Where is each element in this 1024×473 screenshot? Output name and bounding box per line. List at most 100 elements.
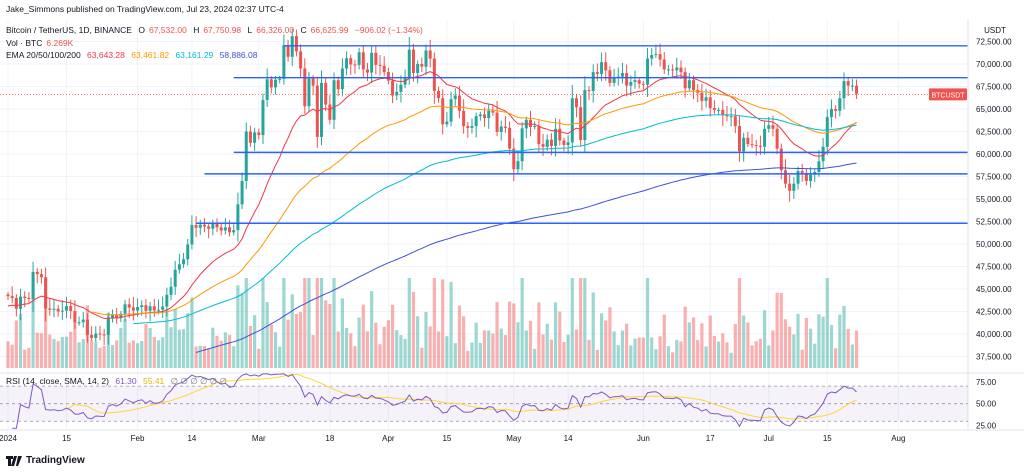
candle-body (395, 91, 399, 96)
candle-body (620, 73, 624, 77)
rsi-tick-label: 50.00 (976, 400, 997, 409)
volume-bar (783, 319, 788, 368)
candle-body (102, 334, 106, 336)
candle-body (39, 274, 43, 278)
volume-bar (436, 331, 441, 368)
candle-body (349, 58, 353, 65)
volume-bar (73, 321, 77, 368)
price-tick-label: 42,500.00 (976, 308, 1012, 317)
candle-body (829, 109, 833, 118)
volume-bar (854, 330, 859, 368)
volume-bar (625, 323, 629, 368)
volume-bar (842, 305, 846, 368)
ohlc-open: O 67,532.00 (138, 25, 187, 35)
price-tick-label: 62,500.00 (976, 128, 1012, 137)
candle-body (516, 161, 520, 170)
candle-body (228, 227, 232, 233)
tradingview-footer[interactable]: TradingView (6, 455, 85, 466)
volume-bar (202, 345, 207, 368)
volume-bar (315, 278, 319, 368)
volume-bar (39, 333, 44, 368)
volume-bar (64, 336, 69, 368)
time-tick-label: 15 (823, 434, 832, 443)
candle-body (788, 183, 792, 191)
price-axis-bg (968, 0, 1024, 455)
volume-bar (558, 311, 562, 368)
price-tick-label: 40,000.00 (976, 330, 1012, 339)
candle-body (441, 98, 445, 125)
volume-bar (198, 345, 202, 368)
volume-bar (207, 348, 211, 368)
candle-body (115, 314, 119, 318)
ohlc-change: −906.02 (−1.34%) (354, 25, 423, 35)
volume-bar (453, 343, 457, 368)
tradingview-logo-icon (6, 455, 22, 466)
volume-bar (253, 315, 257, 368)
candle-body (6, 294, 10, 297)
volume-bar (294, 314, 299, 368)
candle-body (842, 81, 846, 99)
candle-body (407, 49, 411, 79)
volume-bar (31, 278, 35, 368)
volume-bar (10, 344, 14, 368)
volume-bar (599, 313, 604, 368)
candle-body (169, 286, 173, 295)
volume-bar (240, 293, 244, 368)
candle-body (311, 78, 315, 86)
candle-body (637, 80, 641, 84)
volume-bar (825, 278, 829, 368)
price-axis[interactable]: USDT 72,500.00 70,000.00 67,500.00 65,000.00… (967, 0, 1024, 455)
volume-bar (671, 352, 675, 368)
price-tick-label: 72,500.00 (976, 38, 1012, 47)
price-tick-label: 37,500.00 (976, 353, 1012, 362)
candle-body (566, 142, 570, 145)
volume-bar (767, 345, 771, 368)
time-tick-label: Aug (891, 434, 905, 443)
volume-bar (44, 278, 48, 368)
symbol-tag-label: BTCUSDT (931, 92, 965, 99)
candle-body (825, 117, 829, 147)
candle-body (69, 306, 73, 312)
candle-body (591, 72, 595, 91)
volume-bar (357, 317, 361, 368)
volume-bar (131, 340, 135, 368)
volume-bar (102, 345, 106, 368)
candle-body (274, 79, 278, 88)
volume-bar (470, 342, 474, 368)
candle-body (742, 137, 746, 152)
volume-bar (18, 313, 23, 368)
volume-bar (14, 320, 18, 368)
candle-body (432, 58, 436, 91)
candle-body (391, 80, 395, 96)
price-tick-label: 60,000.00 (976, 150, 1012, 159)
candle-body (106, 317, 110, 335)
volume-bar (754, 341, 758, 368)
volume-bar (704, 346, 708, 368)
volume-bar (110, 345, 115, 368)
volume-bar (273, 332, 278, 368)
candle-body (340, 68, 344, 90)
volume-bar (6, 341, 10, 368)
volume-bar (687, 322, 691, 368)
symbol-title: Bitcoin / TetherUS, 1D, BINANCE (6, 25, 132, 35)
candle-body (257, 132, 261, 136)
ema100-value: 63,161.29 (175, 50, 214, 60)
time-tick-label: Jul (764, 434, 774, 443)
candle-body (466, 126, 470, 128)
volume-bar (612, 331, 616, 368)
time-axis[interactable]: 2024 15 Feb 14 Mar 18 Apr 15 May 14 Jun 17 Jul 15 Aug (0, 429, 1024, 443)
candle-body (453, 95, 457, 100)
candle-body (202, 224, 206, 227)
candle-body (804, 172, 808, 181)
candle-body (223, 227, 227, 231)
candle-body (767, 125, 771, 129)
candle-body (56, 308, 60, 312)
candle-body (662, 59, 666, 70)
volume-bar (23, 349, 27, 368)
time-tick-label: 14 (187, 434, 196, 443)
ema20-value: 63,643.28 (87, 50, 125, 60)
rsi-tick-label: 75.00 (976, 378, 997, 387)
volume-bar (27, 347, 31, 368)
candle-body (345, 58, 349, 69)
